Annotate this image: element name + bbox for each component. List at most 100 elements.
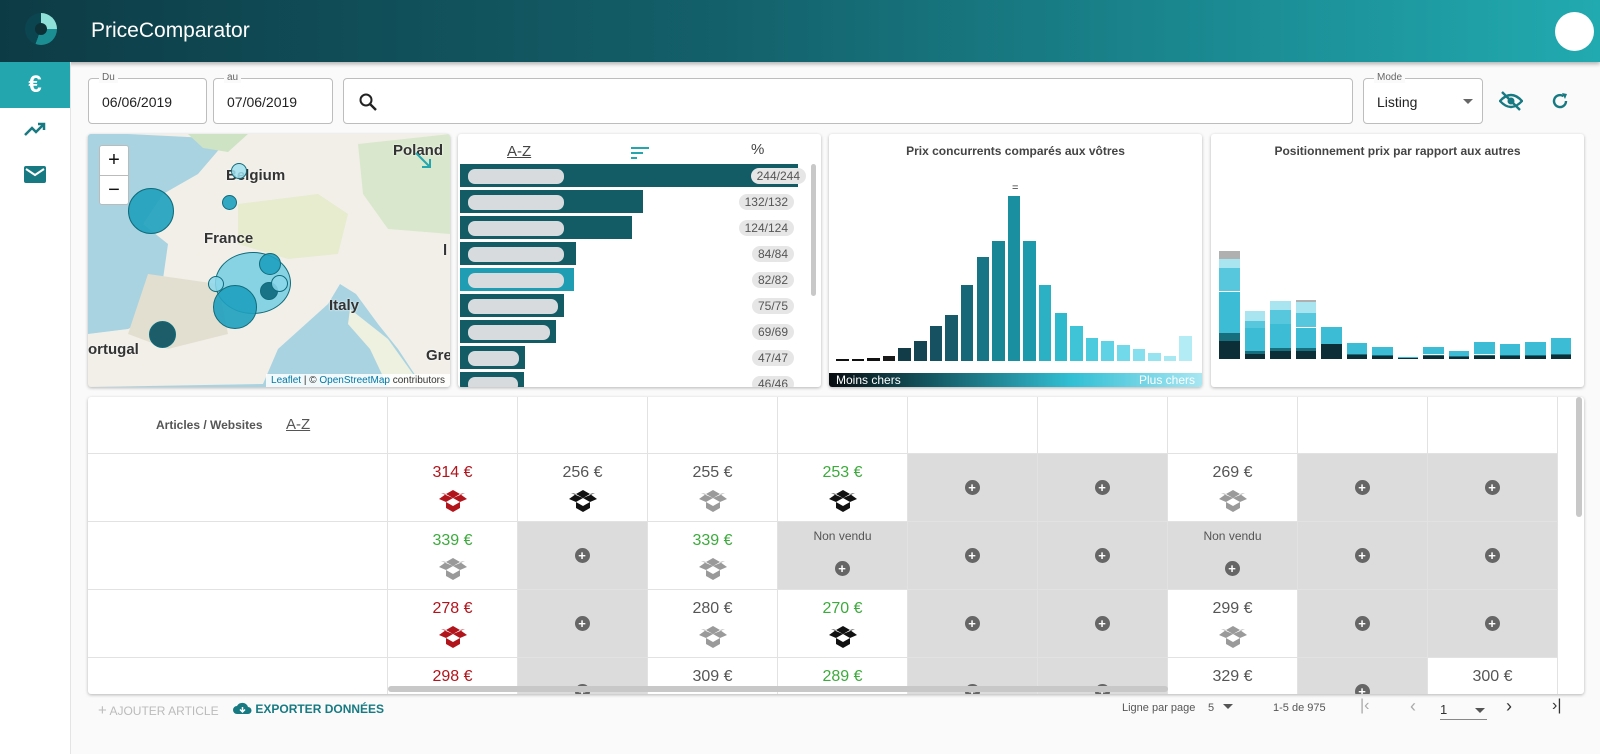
first-page-button[interactable]: |‹ xyxy=(1360,697,1370,714)
sort-az-icon[interactable]: A-Z xyxy=(286,416,311,433)
sidebar-item-prices[interactable]: € xyxy=(0,62,70,108)
histogram-bar[interactable] xyxy=(1054,313,1068,361)
visibility-off-icon[interactable] xyxy=(1499,91,1523,111)
add-price-icon[interactable]: + xyxy=(1094,615,1110,631)
article-name-cell[interactable] xyxy=(88,522,388,590)
price-cell[interactable]: 253 € xyxy=(778,454,908,522)
price-cell[interactable]: 289 € xyxy=(778,658,908,694)
date-to-value[interactable]: 07/06/2019 xyxy=(227,94,298,110)
ranking-row[interactable]: 75/75 xyxy=(460,294,810,317)
map-bubble[interactable] xyxy=(128,188,174,234)
stacked-bar-segment[interactable] xyxy=(1295,299,1316,303)
page-select[interactable]: 1 xyxy=(1440,702,1487,720)
histogram-bar[interactable] xyxy=(1179,336,1192,362)
sidebar-item-trends[interactable] xyxy=(0,106,70,152)
price-cell[interactable]: + xyxy=(1428,522,1558,590)
add-article-button[interactable]: + AJOUTER ARTICLE xyxy=(98,702,219,719)
ranking-row[interactable]: 124/124 xyxy=(460,216,810,239)
stacked-bar-segment[interactable] xyxy=(1346,353,1367,356)
user-avatar[interactable] xyxy=(1555,12,1594,51)
stacked-bar-segment[interactable] xyxy=(1346,342,1367,354)
price-cell[interactable]: + xyxy=(1038,522,1168,590)
article-name-cell[interactable] xyxy=(88,454,388,522)
price-cell[interactable]: Non vendu + xyxy=(1168,522,1298,590)
ranking-row[interactable]: 46/46 xyxy=(460,372,810,387)
website-column-header[interactable] xyxy=(388,397,518,454)
mode-select[interactable]: Mode Listing xyxy=(1363,72,1483,124)
stacked-bar-segment[interactable] xyxy=(1295,327,1316,349)
histogram-bar[interactable] xyxy=(914,341,927,361)
export-data-button[interactable]: EXPORTER DONNÉES xyxy=(233,702,384,716)
stacked-bar-segment[interactable] xyxy=(1525,356,1546,359)
stacked-bar-segment[interactable] xyxy=(1295,350,1316,359)
sort-icon[interactable] xyxy=(630,146,650,160)
sort-az-button[interactable]: A-Z xyxy=(507,143,532,160)
stacked-bar-segment[interactable] xyxy=(1244,321,1265,329)
stacked-bar-segment[interactable] xyxy=(1499,343,1520,356)
stacked-bar-segment[interactable] xyxy=(1499,355,1520,357)
price-cell[interactable]: 278 € xyxy=(388,590,518,658)
ranking-row[interactable]: 84/84 xyxy=(460,242,810,265)
app-logo-icon[interactable] xyxy=(25,13,57,45)
add-price-icon[interactable]: + xyxy=(834,560,850,576)
price-cell[interactable]: 314 € xyxy=(388,454,518,522)
rows-per-page-select[interactable]: 5 xyxy=(1208,702,1234,714)
histogram-bar[interactable] xyxy=(1163,356,1177,362)
search-field[interactable] xyxy=(343,78,1353,124)
stacked-bar-segment[interactable] xyxy=(1244,328,1265,351)
add-price-icon[interactable]: + xyxy=(964,547,980,563)
stacked-bar-segment[interactable] xyxy=(1270,323,1291,349)
price-cell[interactable]: + xyxy=(908,590,1038,658)
website-column-header[interactable] xyxy=(1428,397,1558,454)
histogram-bar[interactable] xyxy=(867,357,880,361)
sidebar-item-mail[interactable] xyxy=(0,151,70,197)
ranking-row[interactable]: 69/69 xyxy=(460,320,810,343)
price-cell[interactable]: + xyxy=(1038,590,1168,658)
leaflet-link[interactable]: Leaflet xyxy=(271,375,302,386)
stacked-bar-segment[interactable] xyxy=(1372,347,1393,356)
stacked-bar-segment[interactable] xyxy=(1321,326,1342,344)
map-bubble[interactable] xyxy=(271,275,288,292)
histogram-bar[interactable] xyxy=(851,358,865,361)
table-hscrollbar[interactable] xyxy=(388,686,1168,692)
map-bubble[interactable] xyxy=(149,321,176,348)
stacked-bar-segment[interactable] xyxy=(1525,355,1546,357)
map-bubble[interactable] xyxy=(259,253,281,275)
add-price-icon[interactable]: + xyxy=(1224,560,1240,576)
ranking-row[interactable]: 132/132 xyxy=(460,190,810,213)
stacked-bar-segment[interactable] xyxy=(1244,350,1265,354)
stacked-bar-segment[interactable] xyxy=(1474,354,1495,356)
price-cell[interactable]: 256 € xyxy=(518,454,648,522)
price-cell[interactable]: 280 € xyxy=(648,590,778,658)
price-cell[interactable]: 255 € xyxy=(648,454,778,522)
price-cell[interactable]: + xyxy=(908,522,1038,590)
stacked-bar-segment[interactable] xyxy=(1448,356,1469,358)
histogram-bar[interactable] xyxy=(882,356,896,362)
add-price-icon[interactable]: + xyxy=(964,479,980,495)
map-panel[interactable]: + − Poland Belgium France Italy ortugal … xyxy=(88,134,450,387)
website-column-header[interactable] xyxy=(1038,397,1168,454)
website-column-header[interactable] xyxy=(908,397,1038,454)
stacked-bar-segment[interactable] xyxy=(1423,347,1444,355)
map-bubble[interactable] xyxy=(213,285,257,329)
add-price-icon[interactable]: + xyxy=(1354,547,1370,563)
stacked-bar-segment[interactable] xyxy=(1270,310,1291,324)
histogram-bar[interactable] xyxy=(992,240,1005,361)
stacked-bar-segment[interactable] xyxy=(1295,348,1316,351)
stacked-bar-segment[interactable] xyxy=(1295,302,1316,314)
histogram-bar[interactable] xyxy=(898,347,911,361)
add-price-icon[interactable]: + xyxy=(1094,547,1110,563)
price-cell[interactable]: + xyxy=(908,454,1038,522)
website-column-header[interactable] xyxy=(648,397,778,454)
stacked-bar-segment[interactable] xyxy=(1474,341,1495,355)
histogram-bar[interactable] xyxy=(1132,349,1146,361)
stacked-bar-segment[interactable] xyxy=(1423,355,1444,359)
histogram-bar[interactable] xyxy=(945,314,958,361)
stacked-bar-segment[interactable] xyxy=(1270,301,1291,311)
stacked-bar-segment[interactable] xyxy=(1321,343,1342,359)
stacked-bar-segment[interactable] xyxy=(1270,350,1291,359)
add-price-icon[interactable]: + xyxy=(574,547,590,563)
add-price-icon[interactable]: + xyxy=(1354,683,1370,694)
stacked-bar-segment[interactable] xyxy=(1448,350,1469,357)
stacked-bar-segment[interactable] xyxy=(1397,358,1418,359)
